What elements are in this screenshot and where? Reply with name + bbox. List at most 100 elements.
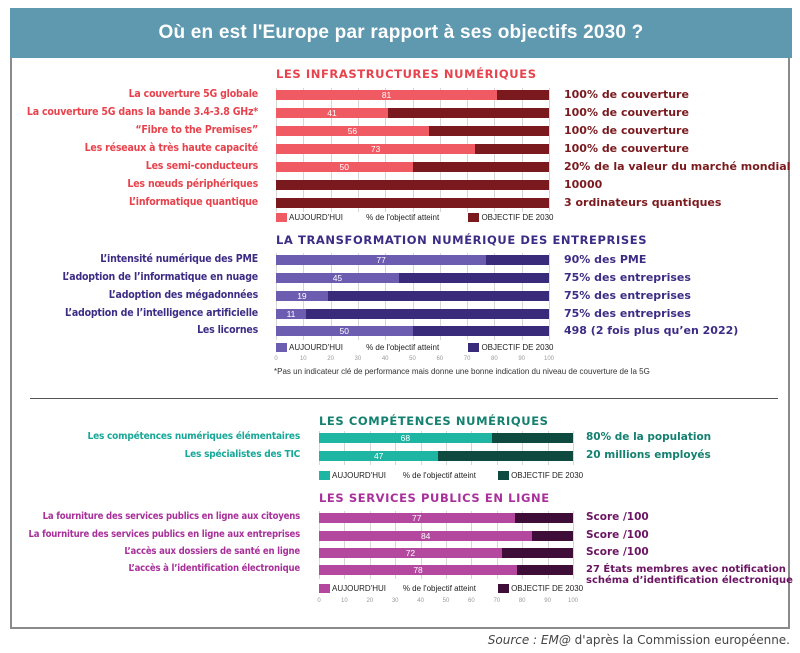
category-label: L’accès aux dossiers de santé en ligne: [124, 546, 300, 557]
x-tick-label: 0: [274, 356, 278, 362]
x-tick-label: 90: [544, 598, 551, 604]
x-tick-label: 70: [463, 356, 471, 362]
legend-today-text: AUJOURD'HUI: [289, 213, 343, 222]
bar-target: [276, 180, 549, 190]
gridline: [496, 431, 498, 465]
bar-today: [276, 273, 399, 283]
bar-value-label: 19: [297, 291, 307, 301]
bar-value-label: 50: [339, 326, 349, 336]
bar-target: 81: [276, 90, 549, 100]
x-tick-label: 100: [567, 598, 579, 604]
bar-target: 78: [319, 565, 573, 575]
gridline: [369, 511, 371, 579]
bar-target: 19: [276, 291, 549, 301]
gridline: [522, 431, 524, 465]
bar-today: [319, 451, 439, 461]
bar-today: [319, 531, 533, 541]
gridline: [547, 431, 549, 465]
bar-today: [319, 433, 492, 443]
target-label: 75% des entreprises: [564, 289, 691, 302]
bar-value-label: 73: [370, 144, 381, 154]
bar-value-label: 78: [413, 565, 423, 575]
bar-value-label: 47: [373, 451, 384, 461]
bar-today: [276, 255, 487, 265]
x-tick-label: 20: [366, 598, 374, 604]
bar-target: 84: [319, 531, 573, 541]
legend-today-text: AUJOURD'HUI: [289, 343, 343, 352]
category-label: L’adoption de l’informatique en nuage: [62, 271, 258, 283]
legend-swatch-today: [276, 213, 287, 222]
gridline: [395, 511, 397, 579]
category-label: L’adoption de l’intelligence artificiell…: [65, 307, 258, 319]
legend-swatch-today: [276, 343, 287, 352]
section-title: LES SERVICES PUBLICS EN LIGNE: [319, 491, 550, 505]
bar-value-label: 56: [347, 126, 358, 136]
bar-today: [276, 309, 307, 319]
bar-value-label: 81: [381, 90, 392, 100]
category-label: La couverture 5G globale: [128, 88, 259, 100]
bar-value-label: 84: [420, 531, 431, 541]
category-label: L’adoption des mégadonnées: [108, 289, 258, 301]
category-label: Les licornes: [197, 324, 258, 336]
legend-target-text: OBJECTIF DE 2030: [511, 584, 584, 593]
bar-target: 47: [319, 451, 573, 461]
bar-value-label: 45: [332, 273, 343, 283]
legend-today: AUJOURD'HUI: [319, 584, 386, 593]
bar-value-label: 41: [327, 108, 337, 118]
bar-value-label: 77: [412, 513, 422, 523]
legend-target-text: OBJECTIF DE 2030: [481, 213, 554, 222]
bar-value-label: 11: [286, 309, 296, 319]
legend-swatch-today: [319, 584, 330, 593]
category-label: “Fibre to the Premises”: [135, 124, 258, 136]
bar-today: [276, 144, 476, 154]
x-tick-label: 80: [491, 356, 498, 362]
category-label: Les réseaux à très haute capacité: [84, 142, 259, 154]
gridline: [319, 511, 320, 579]
gridline: [496, 511, 498, 579]
bar-target: 77: [319, 513, 573, 523]
gridline: [522, 511, 524, 579]
x-tick-label: 10: [299, 356, 307, 362]
section-title: LES INFRASTRUCTURES NUMÉRIQUES: [276, 67, 537, 81]
legend-today-text: AUJOURD'HUI: [332, 584, 386, 593]
section-divider: [30, 398, 778, 399]
bar-target: 11: [276, 309, 549, 319]
bar-value-label: 68: [400, 433, 411, 443]
gridline: [471, 431, 473, 465]
bar-target: 41: [276, 108, 549, 118]
target-label: 75% des entreprises: [564, 307, 691, 320]
x-tick-label: 40: [381, 356, 389, 362]
category-label: La couverture 5G dans la bande 3.4-3.8 G…: [26, 106, 258, 118]
bar-target: 50: [276, 162, 549, 172]
gridline: [369, 431, 371, 465]
gridline: [319, 431, 320, 465]
legend-swatch-today: [319, 471, 330, 480]
bar-today: [276, 90, 498, 100]
page-title: Où en est l'Europe par rapport à ses obj…: [158, 22, 644, 43]
bar-today: [276, 291, 328, 301]
legend-middle: % de l'objectif atteint: [402, 584, 476, 593]
target-label: 20 millions employés: [586, 449, 711, 461]
target-label: 100% de couverture: [564, 106, 689, 119]
category-label: Les spécialistes des TIC: [184, 449, 301, 460]
bar-target: 77: [276, 255, 549, 265]
target-label: Score /100: [586, 529, 649, 541]
gridline: [344, 511, 346, 579]
x-tick-label: 80: [518, 598, 526, 604]
category-label: L’informatique quantique: [128, 196, 258, 208]
bar-target: 56: [276, 126, 549, 136]
x-tick-label: 30: [391, 598, 399, 604]
source-credit: Source : EM@ d'après la Commission europ…: [488, 633, 790, 647]
x-tick-label: 10: [341, 598, 348, 604]
gridline: [446, 431, 447, 465]
bar-target: [276, 198, 549, 208]
target-label: 100% de couverture: [564, 88, 689, 101]
target-label: 75% des entreprises: [564, 271, 691, 284]
target-label: Score /100: [586, 511, 649, 523]
target-label: Score /100: [586, 546, 649, 558]
target-label: 90% des PME: [564, 253, 647, 266]
x-tick-label: 100: [543, 356, 555, 362]
bar-today: [319, 565, 518, 575]
category-label: Les nœuds périphériques: [127, 178, 258, 190]
category-label: L’intensité numérique des PME: [100, 253, 258, 265]
